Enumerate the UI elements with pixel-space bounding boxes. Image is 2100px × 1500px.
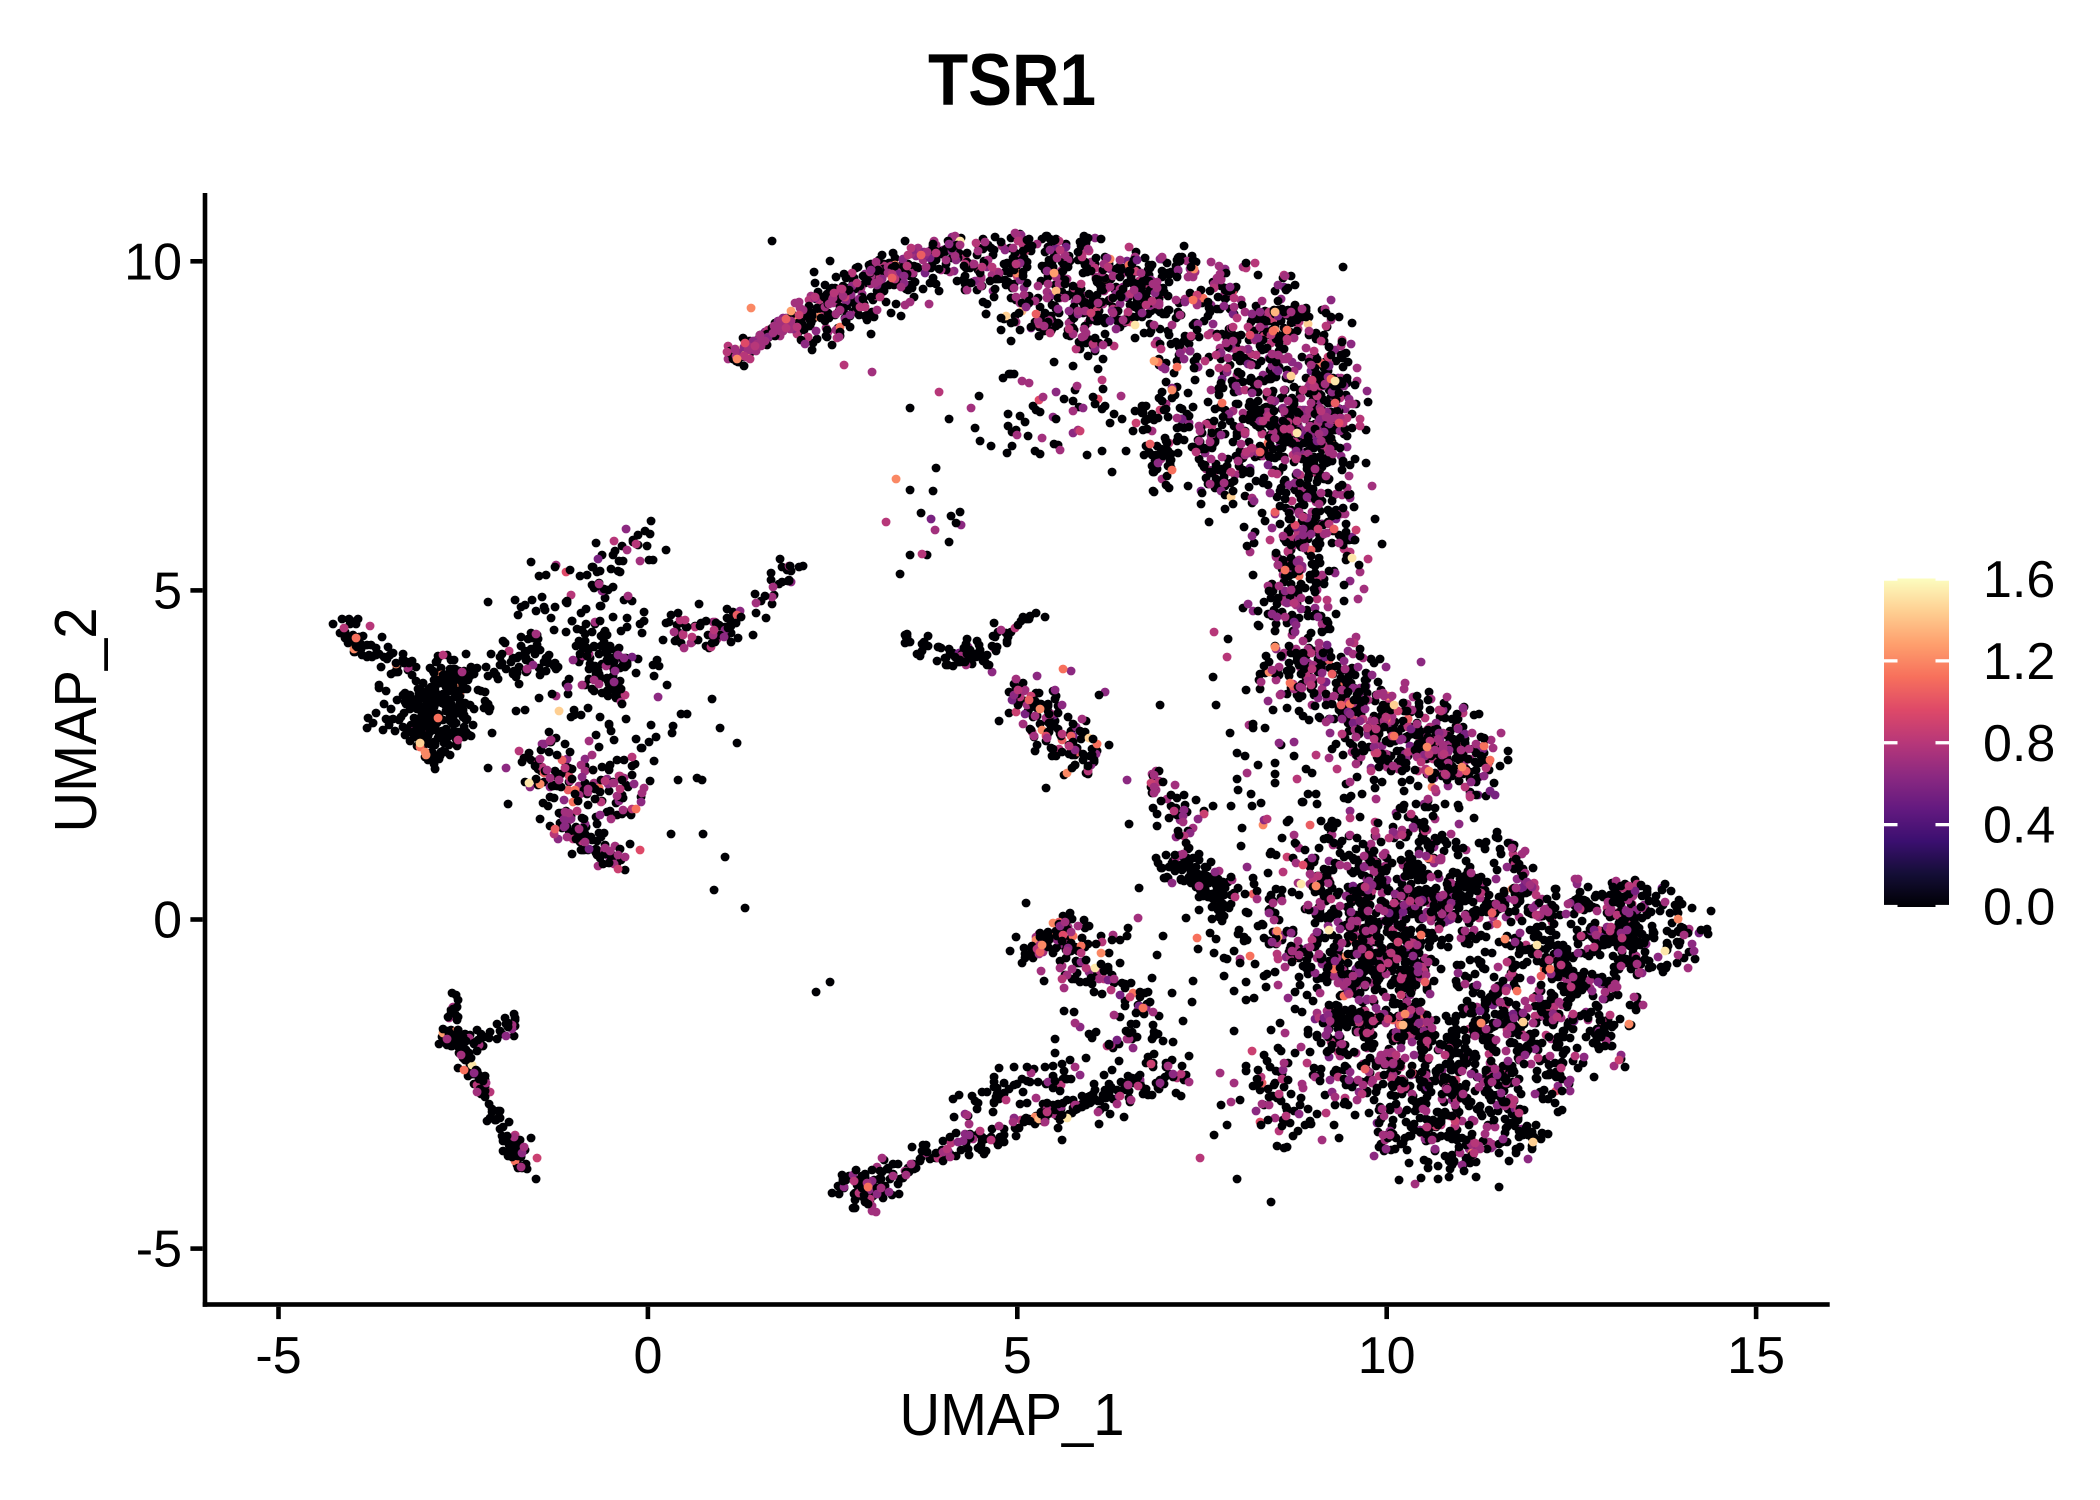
- svg-text:0: 0: [633, 1327, 662, 1385]
- svg-text:UMAP_2: UMAP_2: [43, 608, 109, 833]
- svg-text:TSR1: TSR1: [928, 40, 1096, 121]
- svg-text:5: 5: [153, 562, 182, 620]
- svg-text:1.6: 1.6: [1983, 551, 2055, 609]
- svg-text:5: 5: [1003, 1327, 1032, 1385]
- svg-text:10: 10: [124, 233, 182, 291]
- svg-text:15: 15: [1727, 1327, 1785, 1385]
- svg-text:0.8: 0.8: [1983, 715, 2055, 773]
- svg-text:UMAP_1: UMAP_1: [900, 1382, 1125, 1448]
- svg-text:0: 0: [153, 892, 182, 950]
- svg-text:0.0: 0.0: [1983, 879, 2055, 937]
- svg-text:-5: -5: [136, 1221, 182, 1279]
- svg-text:10: 10: [1358, 1327, 1416, 1385]
- svg-text:-5: -5: [255, 1327, 301, 1385]
- svg-text:1.2: 1.2: [1983, 633, 2055, 691]
- svg-text:0.4: 0.4: [1983, 797, 2055, 855]
